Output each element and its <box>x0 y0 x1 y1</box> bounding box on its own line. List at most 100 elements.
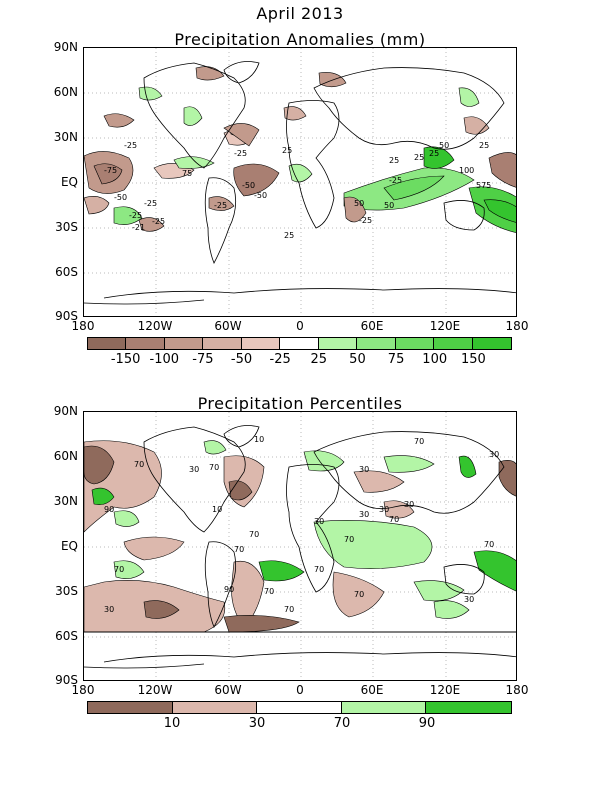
contour-label: 25 <box>284 231 294 240</box>
colorbar-label: -50 <box>230 352 253 367</box>
colorbar-swatch <box>241 338 281 349</box>
colorbar-label: -25 <box>269 352 291 367</box>
colorbar-label: 90 <box>418 716 436 731</box>
contour-label: -21 <box>132 223 145 232</box>
contour-label: 75 <box>182 169 192 178</box>
colorbar-label: 30 <box>248 716 266 731</box>
contour-label: 50 <box>384 201 394 210</box>
contour-label: 30 <box>379 505 389 514</box>
colorbar-swatch <box>395 338 435 349</box>
lat-label: 90S <box>55 673 78 687</box>
contour-label: 70 <box>354 590 364 599</box>
contour-label: 30 <box>104 605 114 614</box>
contour-label: 70 <box>314 565 324 574</box>
contour-label: -50 <box>242 181 255 190</box>
colorbar-swatch <box>126 338 165 349</box>
lat-label: 90N <box>53 404 78 418</box>
coastlines <box>84 61 516 305</box>
colorbar-swatch <box>257 702 342 713</box>
contour-label: 70 <box>264 587 274 596</box>
lon-label: 60W <box>214 319 242 333</box>
contour-label: 70 <box>389 515 399 524</box>
contour-label: 100 <box>459 166 474 175</box>
anomalies-title: Precipitation Anomalies (mm) <box>174 30 426 49</box>
colorbar-swatch <box>280 338 319 349</box>
contour-label: 30 <box>404 500 414 509</box>
lon-label: 180 <box>505 319 529 333</box>
date-title: April 2013 <box>256 4 344 23</box>
contour-label: 50 <box>354 199 364 208</box>
contour-label: -25 <box>359 216 372 225</box>
contour-label: 90 <box>104 505 114 514</box>
lon-label: 0 <box>296 319 304 333</box>
contour-label: -25 <box>234 149 247 158</box>
contour-label: -50 <box>114 193 127 202</box>
contour-label: 25 <box>414 153 424 162</box>
lon-label: 60E <box>360 319 384 333</box>
anomaly-regions <box>84 66 516 233</box>
colorbar-swatch <box>357 338 396 349</box>
lat-label: 60S <box>55 265 78 279</box>
lon-label: 60W <box>214 683 242 697</box>
lat-label: 60N <box>53 449 78 463</box>
contour-label: 10 <box>212 505 222 514</box>
contour-label: 10 <box>254 435 264 444</box>
colorbar-label: 10 <box>163 716 181 731</box>
colorbar-label: 25 <box>310 352 328 367</box>
contour-label: 30 <box>314 517 324 526</box>
contour-label: 70 <box>114 565 124 574</box>
coastlines <box>84 425 516 669</box>
percentiles-map: 10 70 70 30 90 10 70 70 70 30 70 30 30 70 30 70 30 90 70 30… <box>83 411 517 681</box>
lat-label: EQ <box>60 175 78 189</box>
contour-label: 90 <box>224 585 234 594</box>
colorbar-label: -100 <box>149 352 180 367</box>
contour-label: 30 <box>464 595 474 604</box>
colorbar-swatch <box>426 702 511 713</box>
lat-label: 90S <box>55 309 78 323</box>
anomalies-map: -25 -75 75 -25 -50 25 -25 -50 -50 -25 -25 -25 50 25 25… <box>83 47 517 317</box>
contour-label: 25 <box>479 141 489 150</box>
lon-label: 120W <box>137 319 173 333</box>
lon-label: 0 <box>296 683 304 697</box>
anomalies-colorbar <box>87 337 512 350</box>
percentiles-title: Precipitation Percentiles <box>197 394 403 413</box>
contour-label: 25 <box>429 149 439 158</box>
contour-label: 70 <box>134 460 144 469</box>
colorbar-label: 70 <box>333 716 351 731</box>
colorbar-swatch <box>88 702 173 713</box>
percentiles-colorbar <box>87 701 512 714</box>
lat-label: 30S <box>55 220 78 234</box>
contour-label: 70 <box>234 545 244 554</box>
contour-label: -25 <box>152 217 165 226</box>
contour-label: 70 <box>284 605 294 614</box>
colorbar-label: -150 <box>110 352 141 367</box>
contour-label: 70 <box>414 437 424 446</box>
colorbar-swatch <box>472 338 511 349</box>
colorbar-label: 150 <box>460 352 486 367</box>
lat-label: 60N <box>53 85 78 99</box>
contour-label: -25 <box>124 141 137 150</box>
lat-label: 60S <box>55 629 78 643</box>
contour-label: 575 <box>476 181 491 190</box>
lon-label: 180 <box>71 319 95 333</box>
lat-label: 30N <box>53 130 78 144</box>
colorbar-label: 75 <box>387 352 405 367</box>
contour-label: -25 <box>214 201 227 210</box>
contour-label: 70 <box>209 463 219 472</box>
colorbar-swatch <box>341 702 427 713</box>
lon-label: 180 <box>71 683 95 697</box>
contour-label: -75 <box>104 166 117 175</box>
colorbar-swatch <box>164 338 204 349</box>
lon-label: 180 <box>505 683 529 697</box>
contour-label: 50 <box>439 141 449 150</box>
percentile-regions <box>84 440 516 633</box>
contour-label: 70 <box>484 540 494 549</box>
contour-label: 25 <box>389 156 399 165</box>
contour-label: -25 <box>389 176 402 185</box>
contour-label: 30 <box>489 450 499 459</box>
colorbar-label: 50 <box>349 352 366 367</box>
contour-label: 70 <box>249 530 259 539</box>
